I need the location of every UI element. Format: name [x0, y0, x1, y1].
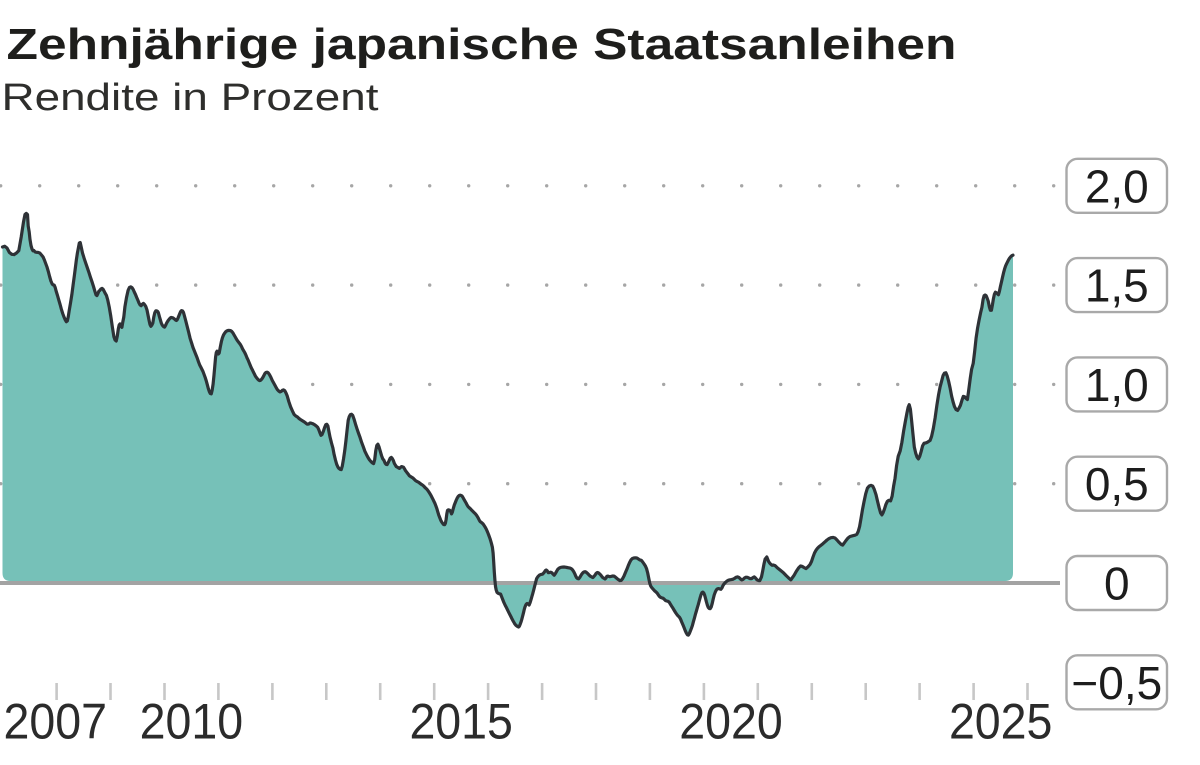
svg-text:0,5: 0,5 — [1085, 458, 1149, 510]
svg-text:−0,5: −0,5 — [1071, 657, 1162, 709]
svg-text:0: 0 — [1104, 558, 1130, 610]
svg-text:2010: 2010 — [140, 694, 244, 750]
svg-text:2015: 2015 — [409, 694, 513, 750]
svg-text:2,0: 2,0 — [1085, 160, 1149, 212]
svg-text:2025: 2025 — [949, 694, 1053, 750]
svg-text:Zehnjährige japanische Staatsa: Zehnjährige japanische Staatsanleihen — [7, 20, 957, 69]
svg-text:2020: 2020 — [679, 694, 783, 750]
svg-text:1,0: 1,0 — [1085, 359, 1149, 411]
svg-text:1,5: 1,5 — [1085, 260, 1149, 312]
svg-text:2007: 2007 — [4, 694, 108, 750]
svg-text:Rendite in Prozent: Rendite in Prozent — [2, 77, 380, 119]
